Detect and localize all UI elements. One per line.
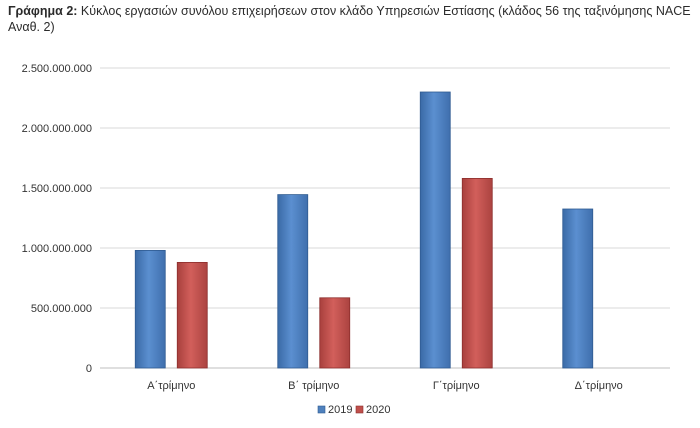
legend: 2019 2020 [317, 404, 390, 416]
y-axis-tick-labels: 0 500.000.000 1.000.000.000 1.500.000.000 2.… [22, 63, 92, 375]
bars [134, 91, 594, 369]
y-tick-label: 0 [86, 363, 92, 375]
x-axis-category-labels: Α΄τρίμηνο Β΄ τρίμηνο Γ΄τρίμηνο Δ΄τρίμηνο [147, 380, 623, 392]
bar-2020-1 [176, 261, 208, 369]
legend-label-2020: 2020 [366, 404, 390, 416]
bar-2019-4 [562, 208, 594, 369]
legend-label-2019: 2019 [328, 404, 352, 416]
y-tick-label: 1.500.000.000 [22, 183, 92, 195]
x-category-label: Γ΄τρίμηνο [433, 380, 480, 392]
x-category-label: Β΄ τρίμηνο [288, 380, 339, 392]
x-category-label: Δ΄τρίμηνο [575, 380, 623, 392]
chart-title-text: Κύκλος εργασιών συνόλου επιχειρήσεων στο… [8, 4, 691, 34]
bar-2019-2 [277, 194, 309, 369]
chart-title: Γράφημα 2: Κύκλος εργασιών συνόλου επιχε… [8, 3, 692, 35]
y-tick-label: 2.000.000.000 [22, 123, 92, 135]
chart-title-prefix: Γράφημα 2: [8, 4, 78, 18]
bar-2019-1 [134, 249, 166, 369]
legend-swatch-2020 [355, 405, 364, 414]
legend-swatch-2019 [317, 405, 326, 414]
bar-2020-3 [461, 177, 493, 369]
y-tick-label: 1.000.000.000 [22, 243, 92, 255]
y-tick-label: 500.000.000 [31, 303, 92, 315]
bar-2020-2 [319, 297, 351, 369]
x-category-label: Α΄τρίμηνο [147, 380, 195, 392]
y-tick-label: 2.500.000.000 [22, 63, 92, 75]
bar-2019-3 [419, 91, 451, 369]
